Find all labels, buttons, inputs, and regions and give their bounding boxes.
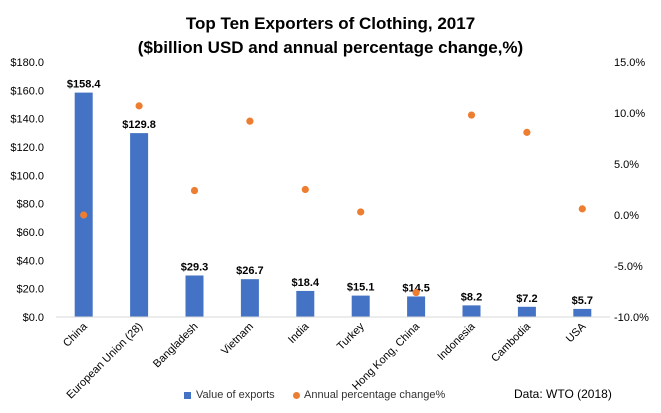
- y-tick-label: $140.0: [10, 114, 44, 126]
- bar-data-label: $7.2: [516, 293, 537, 305]
- bar-data-label: $26.7: [236, 265, 264, 277]
- bar-cambodia: [517, 306, 536, 317]
- x-tick-label: China: [61, 320, 90, 349]
- y-tick-label: $80.0: [16, 199, 44, 211]
- bar-european-union-28-: [130, 133, 149, 317]
- bar-china: [74, 92, 93, 317]
- x-tick-label: Vietnam: [219, 321, 256, 358]
- y-tick-label: $120.0: [10, 142, 44, 154]
- bar-india: [296, 290, 315, 317]
- bar-data-label: $14.5: [402, 282, 430, 294]
- y-tick-label: $180.0: [10, 57, 44, 69]
- y-tick-label: $160.0: [10, 85, 44, 97]
- point-usa: [578, 205, 586, 213]
- bar-vietnam: [240, 279, 259, 317]
- y2-tick-label: 0.0%: [614, 210, 639, 222]
- bar-indonesia: [462, 305, 481, 317]
- legend-item-change: Annual percentage change%: [293, 389, 445, 401]
- y-tick-label: $20.0: [16, 284, 44, 296]
- legend-label-exports: Value of exports: [196, 389, 275, 401]
- point-bangladesh: [190, 186, 199, 195]
- y2-tick-label: 15.0%: [614, 57, 645, 69]
- x-tick-label: Indonesia: [435, 320, 478, 363]
- bar-data-label: $129.8: [122, 119, 156, 131]
- chart-subtitle: ($billion USD and annual percentage chan…: [137, 38, 524, 57]
- legend-swatch-change: [293, 391, 300, 399]
- legend-swatch-exports: [184, 391, 191, 399]
- point-china: [80, 211, 88, 219]
- y2-tick-label: 10.0%: [614, 108, 645, 120]
- bar-data-label: $15.1: [347, 282, 375, 294]
- point-vietnam: [246, 117, 254, 125]
- y2-tick-label: 5.0%: [614, 159, 639, 171]
- y2-tick-label: -5.0%: [614, 261, 643, 273]
- bar-bangladesh: [185, 275, 204, 317]
- point-cambodia: [523, 128, 531, 136]
- y-tick-label: $100.0: [10, 170, 44, 182]
- bar-usa: [573, 308, 592, 317]
- bar-data-label: $29.3: [181, 261, 209, 273]
- point-india: [301, 185, 309, 194]
- chart-title: Top Ten Exporters of Clothing, 2017: [185, 14, 476, 33]
- x-tick-label: Turkey: [335, 320, 367, 352]
- y-tick-label: $60.0: [16, 227, 44, 239]
- bar-data-label: $8.2: [461, 291, 482, 303]
- bar-data-label: $158.4: [67, 79, 102, 91]
- bar-data-label: $5.7: [572, 295, 593, 307]
- bar-data-label: $18.4: [292, 277, 320, 289]
- point-turkey: [357, 208, 365, 216]
- y-tick-label: $40.0: [16, 255, 44, 267]
- y-tick-label: $0.0: [23, 312, 44, 324]
- bar-hong-kong-china: [407, 296, 426, 317]
- bar-turkey: [351, 295, 370, 317]
- source-note: Data: WTO (2018): [514, 387, 612, 401]
- point-european-union-28-: [135, 102, 143, 110]
- point-indonesia: [467, 111, 476, 119]
- x-tick-label: Cambodia: [489, 320, 534, 365]
- y2-tick-label: -10.0%: [614, 312, 649, 324]
- x-tick-label: Bangladesh: [151, 321, 201, 371]
- x-tick-label: India: [286, 320, 312, 346]
- legend-item-exports: Value of exports: [184, 389, 275, 401]
- x-tick-label: USA: [564, 320, 589, 345]
- point-hong-kong-china: [412, 288, 420, 297]
- legend-label-change: Annual percentage change%: [304, 389, 446, 401]
